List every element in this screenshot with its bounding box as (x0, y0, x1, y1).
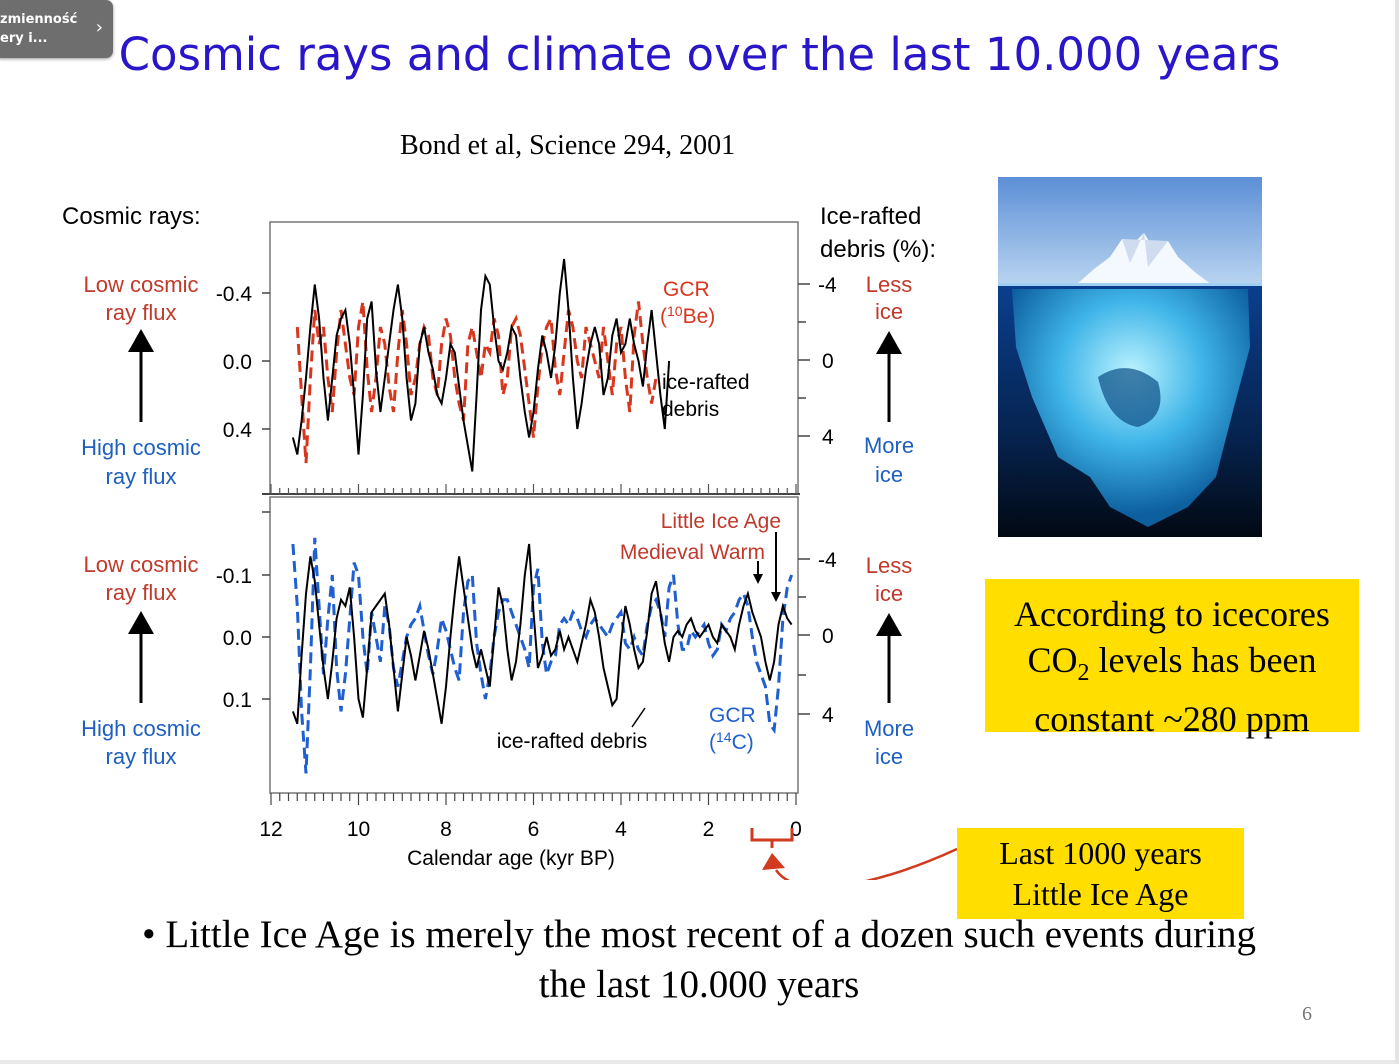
recent-file-popup[interactable]: zmienność ery i... › (0, 0, 113, 58)
bottom-right-up-arrow-icon (876, 613, 902, 636)
bottom-left-tick-label-1: -0.1 (216, 565, 252, 588)
gcr-10be-sup: 10 (667, 303, 683, 319)
x-tick-label: 12 (259, 818, 282, 841)
top-right-tick-label-2: 0 (822, 350, 834, 373)
bottom-more-ice-label-2: ice (875, 744, 903, 769)
page-number: 6 (1302, 1003, 1312, 1025)
medieval-warm-annotation: Medieval Warm (620, 541, 765, 564)
divider-ticks (270, 484, 797, 494)
popup-text: zmienność ery i... (0, 10, 77, 48)
waterline (998, 283, 1262, 286)
iceberg-tip (1076, 233, 1212, 285)
top-more-ice-label-1: More (864, 433, 914, 458)
x-minor-ticks (270, 793, 797, 805)
co2-suffix: levels has been (1089, 640, 1317, 680)
top-more-ice-label-2: ice (875, 462, 903, 487)
co2-note-line-3: constant ~280 ppm (1034, 699, 1310, 740)
x-tick-label: 8 (440, 818, 452, 841)
medieval-warm-arrow-icon (753, 574, 763, 584)
top-less-ice-label-1: Less (866, 272, 912, 297)
top-left-tick-label-2: 0.0 (223, 351, 252, 374)
bottom-left-tick-label-2: 0.0 (223, 627, 252, 650)
lia-note-line-1: Last 1000 years (999, 835, 1202, 871)
bottom-left-up-arrow-icon (128, 611, 154, 634)
gcr-14c-label-2: (14C) (709, 729, 754, 754)
series-debris-top (291, 258, 671, 472)
debris-top-label-1: ice-rafted (662, 371, 750, 394)
x-tick-label: 6 (528, 818, 540, 841)
top-high-flux-label-1: High cosmic (81, 435, 201, 460)
bottom-high-flux-label-2: ray flux (106, 744, 177, 769)
iceberg-image (998, 177, 1262, 537)
pointer-arrow-head-icon (762, 853, 785, 870)
top-right-tick-label-3: 4 (822, 426, 834, 449)
left-axis-header: Cosmic rays: (62, 203, 201, 230)
last-1000-years-note: Last 1000 years Little Ice Age (957, 828, 1244, 919)
bottom-right-tick-label-1: -4 (818, 549, 837, 572)
series-gcr-14c (291, 537, 794, 774)
slide-title: Cosmic rays and climate over the last 10… (118, 28, 1281, 81)
top-right-tick-label-1: -4 (818, 274, 837, 297)
top-right-up-arrow-icon (876, 331, 902, 354)
gcr-14c-isotope: C) (732, 731, 754, 754)
top-left-tick-label-1: -0.4 (216, 283, 253, 306)
series-debris-bottom (291, 543, 793, 725)
bottom-less-ice-label-1: Less (866, 553, 912, 578)
gcr-10be-label-1: GCR (663, 278, 710, 301)
bottom-scroll-strip (0, 1060, 1399, 1064)
bottom-high-flux-label-1: High cosmic (81, 716, 201, 741)
top-left-tick-label-3: 0.4 (223, 419, 253, 442)
bottom-more-ice-label-1: More (864, 716, 914, 741)
series-gcr-10be (295, 301, 658, 464)
lia-note-line-2: Little Ice Age (1012, 876, 1189, 912)
debris-bottom-annotation: ice-rafted debris (497, 730, 648, 753)
right-scroll-strip[interactable] (1395, 0, 1399, 1064)
x-tick-label: 10 (347, 818, 370, 841)
co2-note-box: According to icecores CO2 levels has bee… (985, 579, 1359, 739)
co2-note-line-2: CO2 levels has been (985, 637, 1359, 696)
bullet-line-1: • Little Ice Age is merely the most rece… (142, 913, 1256, 956)
citation: Bond et al, Science 294, 2001 (400, 130, 736, 161)
bond-chart: Cosmic rays: Ice-rafted debris (%): -0.4… (62, 203, 958, 880)
chevron-right-icon[interactable]: › (95, 17, 103, 38)
bottom-right-tick-label-3: 4 (822, 704, 834, 727)
top-high-flux-label-2: ray flux (106, 464, 177, 489)
right-axis-header-2: debris (%): (820, 236, 936, 263)
gcr-10be-isotope: Be) (683, 305, 716, 328)
bullet-point: • Little Ice Age is merely the most rece… (60, 910, 1338, 1010)
top-less-ice-label-2: ice (875, 299, 903, 324)
co2-subscript: 2 (1077, 660, 1090, 687)
co2-note-line-1: According to icecores (1014, 594, 1330, 634)
little-ice-age-pointer-arrow (774, 847, 958, 880)
bottom-less-ice-label-2: ice (875, 581, 903, 606)
x-tick-label: 2 (703, 818, 715, 841)
last-1000-years-bracket (750, 828, 794, 842)
co2-text: CO (1027, 640, 1078, 680)
x-tick-label: 4 (615, 818, 627, 841)
gcr-10be-label-2: (10Be) (660, 303, 715, 328)
x-tick-labels: 12 10 8 6 4 2 0 (259, 818, 802, 841)
little-ice-age-annotation: Little Ice Age (661, 510, 781, 533)
bullet-line-2: the last 10.000 years (538, 963, 860, 1006)
iceberg-cave (1098, 368, 1161, 427)
bottom-low-flux-label-2: ray flux (106, 580, 177, 605)
top-low-flux-label-1: Low cosmic (84, 272, 199, 297)
top-panel-frame (269, 221, 799, 495)
popup-line-2: ery i... (0, 31, 48, 46)
bottom-low-flux-label-1: Low cosmic (84, 552, 199, 577)
debris-bottom-pointer (631, 707, 646, 728)
debris-top-label-2: debris (662, 398, 719, 421)
x-axis-label: Calendar age (kyr BP) (407, 847, 615, 870)
popup-line-1: zmienność (0, 12, 78, 27)
iceberg-tip-shade (1122, 233, 1168, 267)
right-axis-header-1: Ice-rafted (820, 203, 921, 230)
top-low-flux-label-2: ray flux (106, 300, 177, 325)
x-tick-label: 0 (790, 818, 802, 841)
bottom-left-tick-label-3: 0.1 (223, 689, 252, 712)
bottom-right-tick-label-2: 0 (822, 625, 834, 648)
top-left-up-arrow-icon (128, 329, 154, 352)
little-ice-age-arrow-icon (771, 592, 781, 602)
gcr-14c-label-1: GCR (709, 704, 756, 727)
gcr-14c-sup: 14 (716, 729, 732, 745)
